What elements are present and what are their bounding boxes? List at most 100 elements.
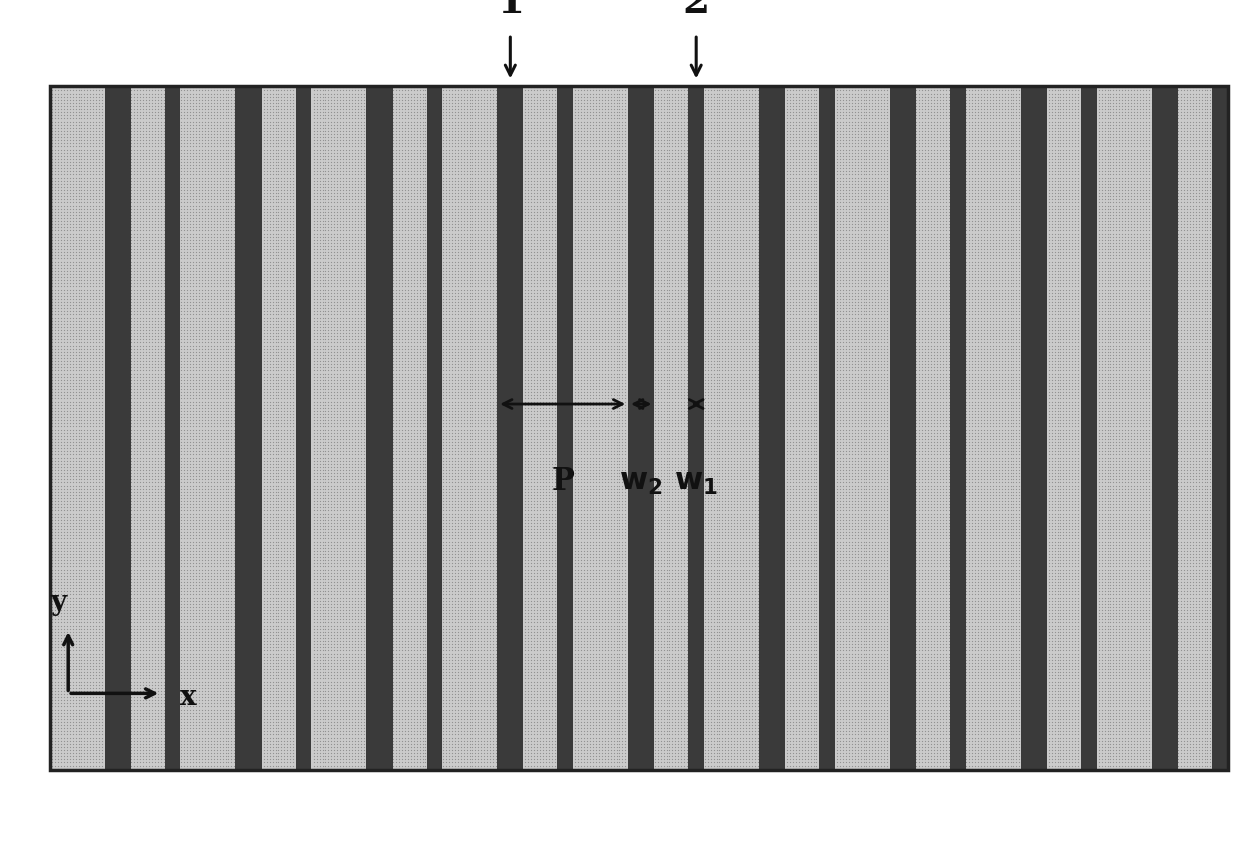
Point bbox=[315, 562, 335, 576]
Point bbox=[265, 320, 285, 334]
Point bbox=[1115, 124, 1135, 138]
Point bbox=[186, 134, 206, 147]
Point bbox=[1110, 647, 1130, 661]
Point bbox=[321, 556, 341, 570]
Point bbox=[516, 650, 536, 663]
Point bbox=[1063, 758, 1083, 772]
Point bbox=[713, 248, 733, 262]
Point bbox=[525, 155, 544, 169]
Point bbox=[124, 594, 144, 608]
Point bbox=[1056, 435, 1076, 449]
Point bbox=[89, 379, 109, 393]
Point bbox=[651, 149, 671, 163]
Point bbox=[662, 174, 682, 187]
Point bbox=[971, 130, 991, 144]
Point bbox=[386, 407, 405, 421]
Point bbox=[128, 385, 148, 399]
Point bbox=[1044, 320, 1064, 334]
Point bbox=[51, 168, 71, 181]
Point bbox=[657, 370, 677, 383]
Point bbox=[968, 80, 988, 94]
Point bbox=[844, 324, 864, 337]
Point bbox=[278, 248, 298, 262]
Point bbox=[198, 690, 218, 704]
Point bbox=[1048, 136, 1068, 150]
Point bbox=[842, 600, 862, 614]
Point bbox=[516, 663, 536, 676]
Point bbox=[653, 690, 673, 704]
Point bbox=[647, 128, 667, 141]
Point bbox=[122, 699, 141, 713]
Point bbox=[327, 538, 347, 551]
Point bbox=[348, 485, 368, 499]
Point bbox=[583, 703, 603, 716]
Point bbox=[795, 628, 815, 642]
Point bbox=[727, 280, 746, 294]
Point bbox=[533, 164, 553, 178]
Point bbox=[1104, 149, 1123, 163]
Point bbox=[795, 621, 815, 635]
Point bbox=[833, 128, 853, 141]
Point bbox=[707, 168, 727, 181]
Point bbox=[319, 669, 339, 682]
Point bbox=[992, 579, 1012, 592]
Point bbox=[436, 280, 456, 294]
Point bbox=[184, 383, 203, 396]
Point bbox=[610, 631, 630, 645]
Point bbox=[1001, 579, 1021, 592]
Point bbox=[386, 223, 405, 237]
Point bbox=[874, 473, 894, 486]
Point bbox=[1174, 457, 1194, 471]
Point bbox=[1063, 128, 1083, 141]
Point bbox=[53, 519, 73, 532]
Point bbox=[968, 143, 988, 157]
Point bbox=[136, 115, 156, 128]
Point bbox=[804, 722, 823, 735]
Point bbox=[1112, 130, 1132, 144]
Point bbox=[707, 376, 727, 389]
Point bbox=[1174, 615, 1194, 629]
Point bbox=[568, 672, 588, 686]
Point bbox=[186, 522, 206, 536]
Point bbox=[336, 170, 356, 184]
Point bbox=[436, 258, 456, 271]
Point bbox=[859, 513, 879, 526]
Point bbox=[1059, 376, 1079, 389]
Point bbox=[456, 314, 476, 328]
Point bbox=[1104, 728, 1123, 741]
Point bbox=[216, 164, 236, 178]
Point bbox=[351, 170, 371, 184]
Point bbox=[210, 410, 229, 424]
Point bbox=[203, 354, 223, 368]
Point bbox=[610, 183, 630, 197]
Point bbox=[666, 205, 686, 218]
Point bbox=[143, 734, 162, 747]
Point bbox=[544, 442, 564, 455]
Point bbox=[671, 236, 691, 250]
Point bbox=[827, 684, 847, 698]
Point bbox=[516, 553, 536, 567]
Point bbox=[906, 659, 926, 673]
Point bbox=[151, 513, 171, 526]
Point bbox=[645, 672, 665, 686]
Point bbox=[986, 177, 1006, 191]
Point bbox=[1056, 261, 1076, 275]
Point bbox=[224, 631, 244, 645]
Point bbox=[130, 497, 150, 511]
Point bbox=[336, 562, 356, 576]
Point bbox=[653, 286, 673, 300]
Point bbox=[77, 314, 97, 328]
Point bbox=[330, 435, 350, 449]
Point bbox=[998, 211, 1018, 225]
Point bbox=[139, 330, 159, 343]
Point bbox=[1089, 373, 1109, 387]
Point bbox=[1095, 628, 1115, 642]
Point bbox=[407, 136, 427, 150]
Point bbox=[1183, 613, 1203, 627]
Point bbox=[844, 261, 864, 275]
Point bbox=[647, 469, 667, 483]
Point bbox=[1048, 267, 1068, 281]
Point bbox=[1138, 665, 1158, 679]
Point bbox=[521, 553, 541, 567]
Point bbox=[1127, 211, 1147, 225]
